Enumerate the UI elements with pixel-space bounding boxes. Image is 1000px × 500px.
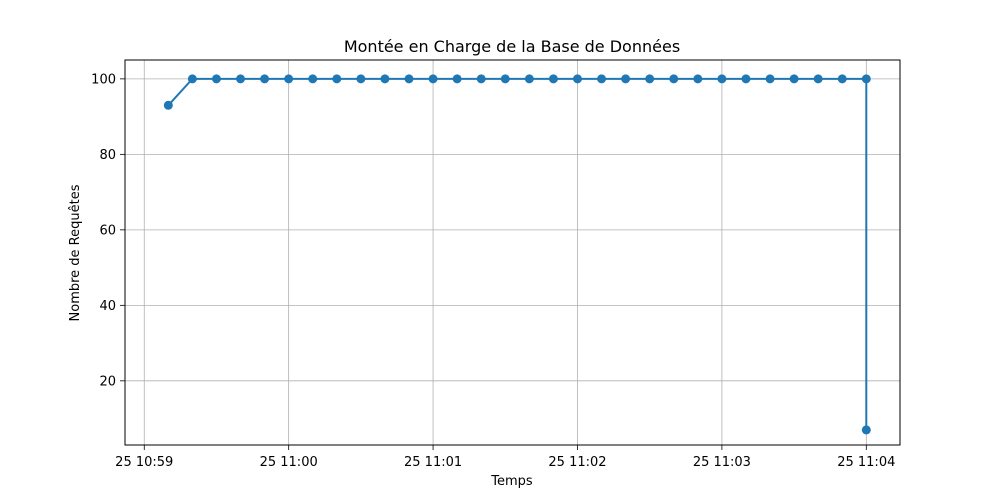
data-point xyxy=(548,74,558,84)
data-point xyxy=(404,74,414,84)
data-point xyxy=(500,74,510,84)
x-tick-label: 25 11:00 xyxy=(260,455,318,470)
data-point xyxy=(476,74,486,84)
y-tick-label: 60 xyxy=(99,223,116,238)
data-point xyxy=(332,74,342,84)
data-point xyxy=(260,74,270,84)
data-point xyxy=(356,74,366,84)
y-tick-label: 40 xyxy=(99,299,116,314)
data-point xyxy=(789,74,799,84)
x-tick-label: 25 11:01 xyxy=(404,455,462,470)
y-tick-label: 80 xyxy=(99,148,116,163)
x-tick-label: 25 10:59 xyxy=(115,455,173,470)
data-point xyxy=(717,74,727,84)
data-point xyxy=(211,74,221,84)
data-point xyxy=(284,74,294,84)
data-point xyxy=(861,425,871,435)
y-axis-label: Nombre de Requêtes xyxy=(68,184,83,321)
data-point xyxy=(741,74,751,84)
x-tick-label: 25 11:04 xyxy=(837,455,895,470)
data-point xyxy=(380,74,390,84)
data-point xyxy=(187,74,197,84)
data-point xyxy=(645,74,655,84)
x-axis-label: Temps xyxy=(490,474,533,489)
data-point xyxy=(428,74,438,84)
data-point xyxy=(621,74,631,84)
data-point xyxy=(452,74,462,84)
chart-title: Montée en Charge de la Base de Données xyxy=(344,37,680,56)
data-point xyxy=(597,74,607,84)
data-point xyxy=(837,74,847,84)
data-point xyxy=(236,74,246,84)
data-point xyxy=(669,74,679,84)
data-point xyxy=(163,100,173,110)
plot-frame xyxy=(124,59,901,446)
x-tick-label: 25 11:03 xyxy=(693,455,751,470)
data-point xyxy=(693,74,703,84)
data-point xyxy=(572,74,582,84)
data-point xyxy=(861,74,871,84)
data-point xyxy=(524,74,534,84)
x-tick-label: 25 11:02 xyxy=(548,455,606,470)
data-point xyxy=(813,74,823,84)
data-point xyxy=(308,74,318,84)
data-point xyxy=(765,74,775,84)
axis-ticks: 25 10:59 25 11:00 25 11:01 25 11:02 25 11:03… xyxy=(91,72,895,470)
y-tick-label: 100 xyxy=(91,72,116,87)
data-series xyxy=(163,74,871,435)
y-tick-label: 20 xyxy=(99,374,116,389)
